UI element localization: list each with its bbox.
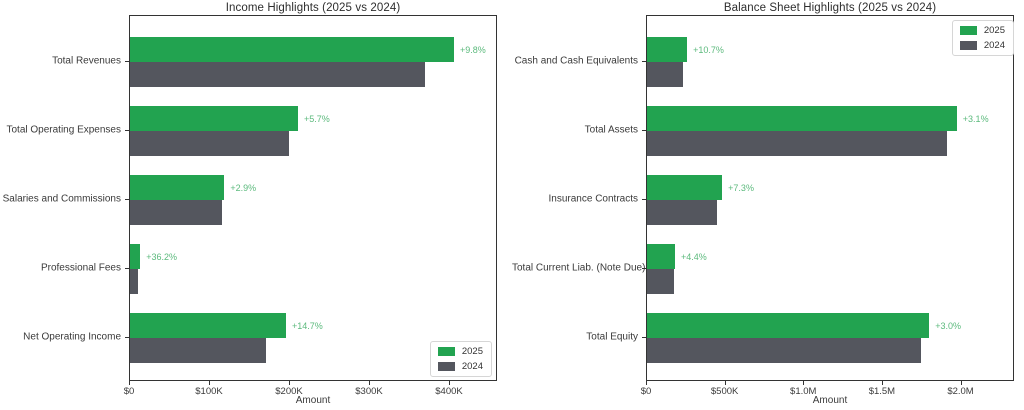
legend-label: 2025 [983,25,1005,36]
legend-item: 2025 [959,25,1005,36]
y-axis-tick [125,199,129,200]
bar-2025 [130,175,225,200]
bar-annotation: +5.7% [304,113,330,124]
legend: 2025 2024 [429,341,492,377]
x-tick-label: $0 [123,386,135,397]
bar-annotation: +36.2% [146,251,178,262]
x-axis-tick [881,381,883,385]
x-axis-tick [289,381,290,385]
legend-swatch-2025 [437,347,455,356]
y-axis-tick [642,268,646,269]
bar-annotation: +3.0% [935,320,962,331]
x-axis-tick [803,381,805,385]
legend-swatch-2024 [959,41,977,50]
category-label: Insurance Contracts [548,193,639,205]
x-axis-tick [960,381,962,385]
legend-swatch-2024 [437,362,455,371]
bar-annotation: +4.4% [680,251,707,262]
x-axis-tick [209,381,210,385]
x-axis-tick [129,381,130,385]
chart-title: Balance Sheet Highlights (2025 vs 2024) [723,2,937,14]
bar-2025 [130,37,454,62]
bar-annotation: +9.8% [460,44,486,55]
bar-2024 [647,269,674,294]
y-axis-tick [642,130,646,131]
category-label: Total Current Liab. (Note Due) [512,262,646,274]
x-tick-label: $300K [355,386,383,397]
chart-title: Income Highlights (2025 vs 2024) [225,2,401,14]
x-axis-tick [724,381,726,385]
y-axis-tick [125,337,129,338]
y-axis-tick [125,130,129,131]
bar-2025 [647,175,723,200]
bar-2025 [647,37,688,62]
x-tick-label: $200K [275,386,303,397]
legend-swatch-2025 [959,26,977,35]
category-label: Professional Fees [40,262,121,274]
category-label: Cash and Cash Equivalents [514,55,638,67]
bar-2025 [130,244,141,269]
legend-item: 2025 [437,346,483,357]
x-tick-label: $400K [435,386,463,397]
bar-2024 [130,62,426,87]
legend-item: 2024 [959,40,1005,51]
bar-2025 [647,313,930,338]
bar-2024 [130,200,222,225]
x-axis-tick [646,381,647,385]
x-axis-label: Amount [295,395,331,406]
x-tick-label: $0 [640,386,652,397]
legend: 2025 2024 [951,20,1014,56]
bar-2024 [647,200,718,225]
bar-2024 [647,62,684,87]
x-tick-label: $500K [710,386,739,397]
category-label: Total Equity [586,331,638,343]
x-axis-tick [449,381,450,385]
x-axis-tick [369,381,370,385]
x-axis-label: Amount [812,395,848,406]
bar-annotation: +14.7% [292,320,323,331]
y-axis-tick [642,199,646,200]
bar-2024 [647,131,948,156]
bar-2024 [130,131,289,156]
category-label: Salaries and Commissions [2,193,121,205]
x-tick-label: $100K [195,386,223,397]
bar-2025 [130,106,298,131]
bar-2024 [130,269,138,294]
bar-2024 [130,338,266,363]
category-label: Total Assets [584,124,638,136]
bar-2025 [647,106,957,131]
x-tick-label: $2.0M [947,386,974,397]
category-label: Net Operating Income [23,331,121,343]
bar-annotation: +3.1% [962,113,989,124]
x-tick-label: $1.0M [790,386,817,397]
plot-area: +9.8% +5.7% +2.9% +36.2% +14.7% [129,15,497,381]
legend-item: 2024 [437,361,483,372]
category-label: Total Revenues [52,55,121,67]
y-axis-tick [125,61,129,62]
legend-label: 2024 [983,40,1005,51]
category-label: Total Operating Expenses [6,124,121,136]
chart-panel-income: Income Highlights (2025 vs 2024) +9.8% +5… [2,2,497,406]
bar-annotation: +10.7% [693,44,724,55]
bar-2025 [647,244,675,269]
bar-2025 [130,313,286,338]
bar-2024 [647,338,922,363]
plot-area: +10.7% +3.1% +7.3% +4.4% +3.0% [646,15,1014,381]
bar-annotation: +2.9% [230,182,257,193]
y-axis-tick [642,61,646,62]
legend-label: 2024 [461,361,483,372]
chart-panel-balance: Balance Sheet Highlights (2025 vs 2024) … [512,0,1024,410]
y-axis-tick [125,268,129,269]
y-axis-tick [642,337,646,338]
bar-annotation: +7.3% [728,182,754,193]
legend-label: 2025 [461,346,483,357]
x-tick-label: $1.5M [868,386,896,397]
